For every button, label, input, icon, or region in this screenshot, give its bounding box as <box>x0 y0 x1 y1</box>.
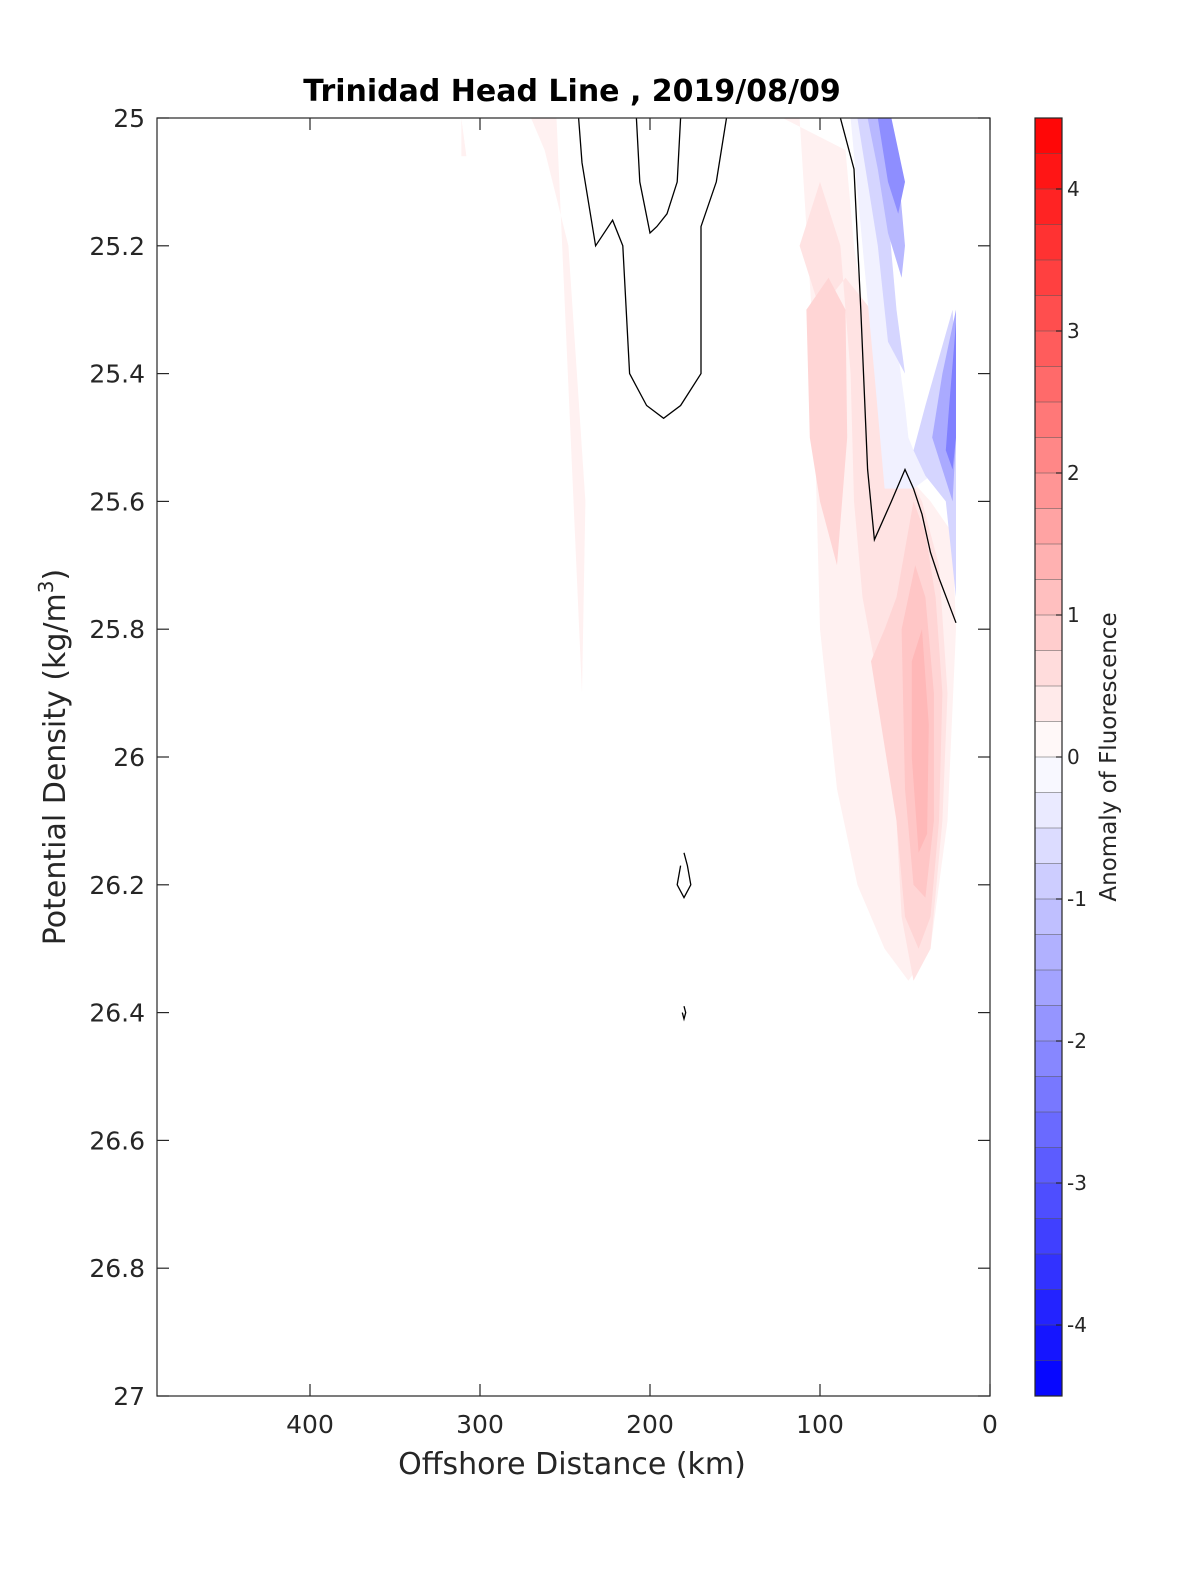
y-tick-label: 26.2 <box>89 871 145 900</box>
colorbar-segment <box>1035 970 1062 1006</box>
x-axis: 400 300 200 100 0 <box>286 118 998 1439</box>
colorbar-segment <box>1035 118 1062 154</box>
x-tick-label: 300 <box>456 1410 504 1439</box>
colorbar-segment <box>1035 1254 1062 1290</box>
colorbar-segment <box>1035 508 1062 545</box>
fill-region-7 <box>911 629 929 853</box>
x-tick-label: 0 <box>982 1410 998 1439</box>
colorbar-segment <box>1035 1041 1062 1077</box>
colorbar-segment <box>1035 1289 1062 1326</box>
fill-region-11 <box>877 118 905 214</box>
colorbar-segment <box>1035 473 1062 509</box>
colorbar-segment <box>1035 1112 1062 1148</box>
fill-region-1 <box>531 118 586 694</box>
anomaly-fill-regions <box>461 118 956 981</box>
colorbar-segment <box>1035 1218 1062 1255</box>
colorbar-segment <box>1035 792 1062 829</box>
zero-contours <box>577 118 957 1022</box>
colorbar-segment <box>1035 1325 1062 1361</box>
y-tick-label: 26.4 <box>89 999 145 1028</box>
colorbar <box>1035 117 1062 1397</box>
y-axis-label: Potential Density (kg/m3) <box>34 569 73 945</box>
colorbar-tick-label: -1 <box>1067 887 1087 911</box>
y-tick-label: 25.2 <box>89 232 145 261</box>
colorbar-tick-label: -4 <box>1067 1313 1087 1337</box>
colorbar-segment <box>1035 863 1062 900</box>
colorbar-segment <box>1035 437 1062 474</box>
y-axis: 25 25.2 25.4 25.6 25.8 26 26.2 26.4 26.6 26.8 27 <box>89 104 990 1411</box>
colorbar-segment <box>1035 1183 1062 1219</box>
colorbar-segment <box>1035 615 1062 651</box>
x-tick-label: 100 <box>796 1410 844 1439</box>
fill-region-14 <box>945 322 956 470</box>
y-tick-label: 26.6 <box>89 1126 145 1155</box>
colorbar-tick-label: 0 <box>1067 745 1080 769</box>
colorbar-segment <box>1035 1360 1062 1397</box>
colorbar-label: Anomaly of Fluorescence <box>1096 612 1122 901</box>
colorbar-tick-label: -2 <box>1067 1029 1087 1053</box>
colorbar-segment <box>1035 544 1062 580</box>
y-tick-label: 26 <box>113 743 145 772</box>
colorbar-segment <box>1035 260 1062 296</box>
colorbar-segment <box>1035 402 1062 438</box>
colorbar-segment <box>1035 153 1062 190</box>
colorbar-segment <box>1035 757 1062 793</box>
colorbar-ticks: 4 3 2 1 0 -1 -2 -3 -4 <box>1056 177 1087 1337</box>
fill-region-9 <box>857 118 905 374</box>
colorbar-segment <box>1035 295 1062 332</box>
colorbar-segment <box>1035 366 1062 403</box>
y-tick-label: 27 <box>113 1382 145 1411</box>
contour-line-0 <box>577 118 728 420</box>
colorbar-segment <box>1035 686 1062 722</box>
colorbar-segment <box>1035 1005 1062 1042</box>
contour-line-3 <box>676 852 692 899</box>
contour-line-1 <box>635 118 682 235</box>
colorbar-segment <box>1035 721 1062 758</box>
colorbar-segment <box>1035 934 1062 971</box>
colorbar-tick-label: 4 <box>1067 177 1080 201</box>
colorbar-segment <box>1035 650 1062 687</box>
colorbar-segment <box>1035 1076 1062 1113</box>
chart-title: Trinidad Head Line , 2019/08/09 <box>303 74 840 109</box>
colorbar-segment <box>1035 189 1062 225</box>
fill-region-0 <box>461 118 467 157</box>
x-tick-label: 200 <box>626 1410 674 1439</box>
colorbar-segment <box>1035 828 1062 864</box>
contour-line-4 <box>681 1006 687 1022</box>
colorbar-tick-label: 3 <box>1067 319 1080 343</box>
y-tick-label: 25.4 <box>89 360 145 389</box>
colorbar-segment <box>1035 224 1062 261</box>
y-tick-label: 25.8 <box>89 615 145 644</box>
colorbar-tick-label: -3 <box>1067 1171 1087 1195</box>
y-tick-label: 26.8 <box>89 1254 145 1283</box>
y-tick-label: 25 <box>113 104 145 133</box>
colorbar-segment <box>1035 579 1062 616</box>
colorbar-segment <box>1035 331 1062 367</box>
colorbar-tick-label: 2 <box>1067 461 1080 485</box>
x-tick-label: 400 <box>286 1410 334 1439</box>
y-tick-label: 25.6 <box>89 487 145 516</box>
contour-line-2 <box>839 118 957 624</box>
colorbar-segment <box>1035 1147 1062 1184</box>
colorbar-segment <box>1035 899 1062 935</box>
x-axis-label: Offshore Distance (km) <box>398 1447 746 1482</box>
fill-region-4 <box>806 277 848 566</box>
colorbar-tick-label: 1 <box>1067 603 1080 627</box>
